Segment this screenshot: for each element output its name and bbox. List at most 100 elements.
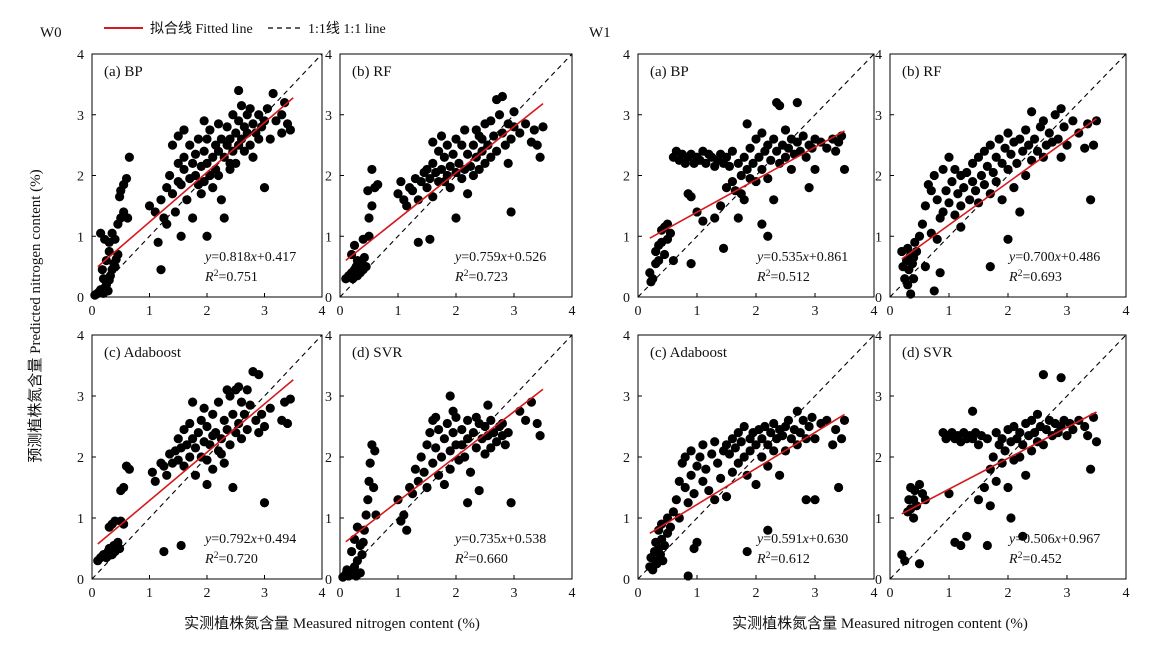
fitted-line — [901, 117, 1097, 260]
data-point — [176, 231, 186, 241]
data-point — [402, 201, 412, 211]
data-point — [457, 424, 467, 435]
data-point — [695, 452, 705, 462]
data-point — [222, 424, 232, 435]
data-point — [532, 140, 542, 150]
data-point — [448, 428, 458, 438]
data-point — [932, 234, 942, 244]
equation-label: y=0.700x+0.486 — [1007, 250, 1100, 265]
data-point — [434, 470, 444, 480]
data-point — [254, 110, 264, 120]
data-point — [671, 495, 681, 505]
data-point — [991, 428, 1001, 438]
data-point — [801, 152, 811, 162]
data-point — [110, 262, 120, 272]
data-point — [1021, 170, 1031, 181]
data-point — [124, 152, 134, 162]
data-point — [976, 170, 987, 181]
data-point — [713, 458, 723, 468]
data-point — [757, 219, 767, 229]
x-tick-label: 4 — [569, 304, 576, 319]
data-point — [1027, 155, 1037, 165]
data-point — [471, 125, 481, 135]
data-point — [463, 434, 473, 444]
data-point — [185, 140, 195, 150]
x-tick-label: 1 — [694, 304, 701, 319]
panel-w0-adaboost: 0 1 2 3 4 0 1 2 3 4 (c) Adaboost y=0.792x+0.494 R2=0… — [77, 329, 326, 601]
data-point — [938, 164, 948, 175]
data-point — [428, 458, 438, 468]
data-point — [497, 128, 507, 138]
data-point — [757, 164, 767, 175]
data-point — [402, 525, 412, 535]
data-point — [654, 255, 664, 266]
data-point — [810, 495, 820, 505]
data-point — [739, 421, 749, 432]
data-point — [413, 237, 423, 247]
data-point — [364, 231, 374, 241]
data-point — [763, 173, 773, 184]
data-point — [167, 189, 178, 199]
data-point — [228, 482, 238, 493]
data-point — [701, 158, 711, 168]
data-point — [657, 519, 667, 529]
data-point — [188, 213, 198, 223]
data-point — [425, 428, 435, 438]
data-point — [757, 128, 767, 138]
data-point — [1080, 143, 1090, 153]
data-point — [234, 85, 244, 96]
data-point — [173, 434, 183, 444]
data-point — [742, 119, 752, 129]
data-point — [1086, 464, 1096, 474]
x-tick-label: 1 — [146, 304, 153, 319]
data-point — [208, 409, 218, 419]
data-point — [425, 234, 435, 244]
data-point — [772, 98, 782, 108]
y-tick-label: 0 — [77, 573, 84, 588]
data-point — [962, 167, 972, 178]
data-point — [225, 164, 235, 175]
data-point — [144, 201, 155, 211]
r2-label: R2=0.751 — [204, 268, 258, 286]
data-point — [648, 274, 658, 284]
data-point — [188, 397, 198, 407]
data-point — [668, 255, 679, 266]
data-point — [156, 265, 166, 275]
data-point — [357, 550, 367, 560]
data-point — [442, 140, 452, 150]
data-point — [159, 546, 169, 557]
data-point — [807, 412, 817, 422]
data-point — [193, 134, 203, 144]
x-tick-label: 2 — [453, 586, 460, 601]
data-point — [442, 418, 452, 429]
data-point — [234, 382, 244, 392]
data-point — [991, 476, 1001, 486]
data-point — [938, 207, 948, 217]
data-point — [757, 434, 767, 444]
data-point — [190, 443, 201, 453]
y-tick-label: 2 — [77, 170, 84, 185]
data-point — [347, 546, 357, 557]
r2-label: R2=0.660 — [454, 550, 508, 568]
data-point — [798, 131, 808, 141]
data-point — [216, 195, 226, 205]
panel-title: (b) RF — [352, 64, 392, 80]
data-point — [208, 152, 218, 162]
y-tick-label: 3 — [77, 109, 84, 124]
fitted-line — [649, 130, 845, 239]
data-point — [1056, 152, 1066, 162]
data-point — [506, 207, 516, 217]
data-point — [492, 437, 502, 447]
data-point — [245, 140, 255, 150]
data-point — [769, 446, 779, 456]
data-point — [367, 164, 377, 175]
data-point — [665, 228, 676, 238]
x-tick-label: 3 — [1064, 304, 1071, 319]
data-point — [422, 440, 432, 450]
data-point — [268, 88, 278, 99]
data-point — [361, 510, 371, 520]
data-point — [239, 409, 249, 419]
data-point — [515, 128, 525, 138]
panel-w0-svr: 0 1 2 3 4 0 1 2 3 4 (d) SVR y=0.735x+0.538 R2=0.660 — [325, 329, 576, 601]
data-point — [1091, 437, 1102, 447]
